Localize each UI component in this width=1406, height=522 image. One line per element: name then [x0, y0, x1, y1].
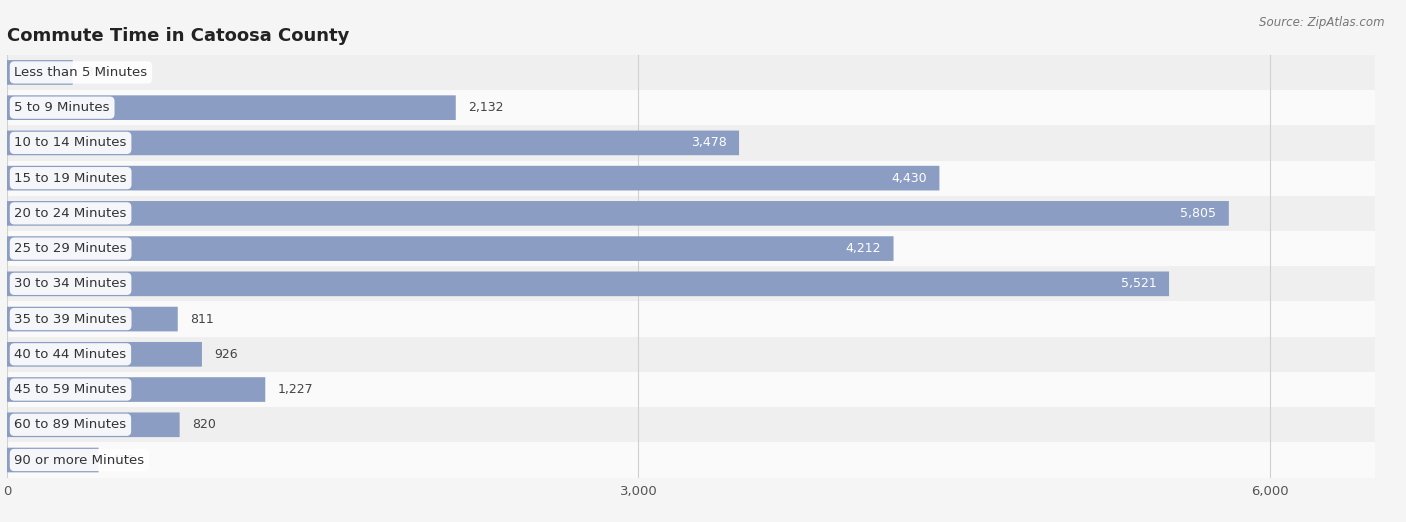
- Text: 60 to 89 Minutes: 60 to 89 Minutes: [14, 418, 127, 431]
- FancyBboxPatch shape: [7, 412, 180, 437]
- Bar: [0, 302, 1406, 337]
- FancyBboxPatch shape: [7, 271, 1168, 296]
- FancyBboxPatch shape: [7, 166, 939, 191]
- Bar: [0, 231, 1406, 266]
- Text: 40 to 44 Minutes: 40 to 44 Minutes: [14, 348, 127, 361]
- Text: Source: ZipAtlas.com: Source: ZipAtlas.com: [1260, 16, 1385, 29]
- Text: 811: 811: [190, 313, 214, 326]
- Bar: [0, 125, 1406, 161]
- Text: 435: 435: [111, 454, 135, 467]
- Bar: [0, 90, 1406, 125]
- Bar: [0, 372, 1406, 407]
- Text: 5,805: 5,805: [1180, 207, 1216, 220]
- Text: 820: 820: [193, 418, 217, 431]
- FancyBboxPatch shape: [7, 201, 1229, 226]
- Text: 10 to 14 Minutes: 10 to 14 Minutes: [14, 136, 127, 149]
- FancyBboxPatch shape: [7, 377, 266, 402]
- FancyBboxPatch shape: [7, 236, 894, 261]
- Text: 5 to 9 Minutes: 5 to 9 Minutes: [14, 101, 110, 114]
- Bar: [0, 196, 1406, 231]
- Text: 20 to 24 Minutes: 20 to 24 Minutes: [14, 207, 127, 220]
- Text: 4,430: 4,430: [891, 172, 927, 185]
- Text: Commute Time in Catoosa County: Commute Time in Catoosa County: [7, 27, 350, 45]
- Text: 30 to 34 Minutes: 30 to 34 Minutes: [14, 277, 127, 290]
- FancyBboxPatch shape: [7, 130, 740, 155]
- Text: 45 to 59 Minutes: 45 to 59 Minutes: [14, 383, 127, 396]
- Text: 926: 926: [215, 348, 238, 361]
- Text: 35 to 39 Minutes: 35 to 39 Minutes: [14, 313, 127, 326]
- FancyBboxPatch shape: [7, 96, 456, 120]
- Text: 312: 312: [86, 66, 108, 79]
- Text: 1,227: 1,227: [278, 383, 314, 396]
- Text: 25 to 29 Minutes: 25 to 29 Minutes: [14, 242, 127, 255]
- Text: Less than 5 Minutes: Less than 5 Minutes: [14, 66, 148, 79]
- FancyBboxPatch shape: [7, 448, 98, 472]
- Text: 90 or more Minutes: 90 or more Minutes: [14, 454, 145, 467]
- Text: 2,132: 2,132: [468, 101, 503, 114]
- Bar: [0, 266, 1406, 302]
- FancyBboxPatch shape: [7, 342, 202, 366]
- Bar: [0, 337, 1406, 372]
- Text: 4,212: 4,212: [845, 242, 882, 255]
- Bar: [0, 443, 1406, 478]
- FancyBboxPatch shape: [7, 307, 177, 331]
- Text: 3,478: 3,478: [690, 136, 727, 149]
- FancyBboxPatch shape: [7, 60, 73, 85]
- Bar: [0, 407, 1406, 443]
- Text: 5,521: 5,521: [1121, 277, 1156, 290]
- Bar: [0, 161, 1406, 196]
- Bar: [0, 55, 1406, 90]
- Text: 15 to 19 Minutes: 15 to 19 Minutes: [14, 172, 127, 185]
